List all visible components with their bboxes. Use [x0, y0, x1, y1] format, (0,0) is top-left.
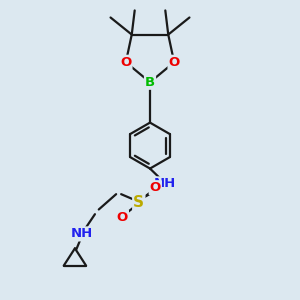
Text: S: S — [133, 195, 144, 210]
Text: O: O — [117, 211, 128, 224]
Text: O: O — [120, 56, 131, 69]
Text: O: O — [169, 56, 180, 69]
Text: NH: NH — [154, 177, 176, 190]
Text: B: B — [145, 76, 155, 89]
Text: O: O — [150, 181, 161, 194]
Text: NH: NH — [70, 227, 92, 240]
